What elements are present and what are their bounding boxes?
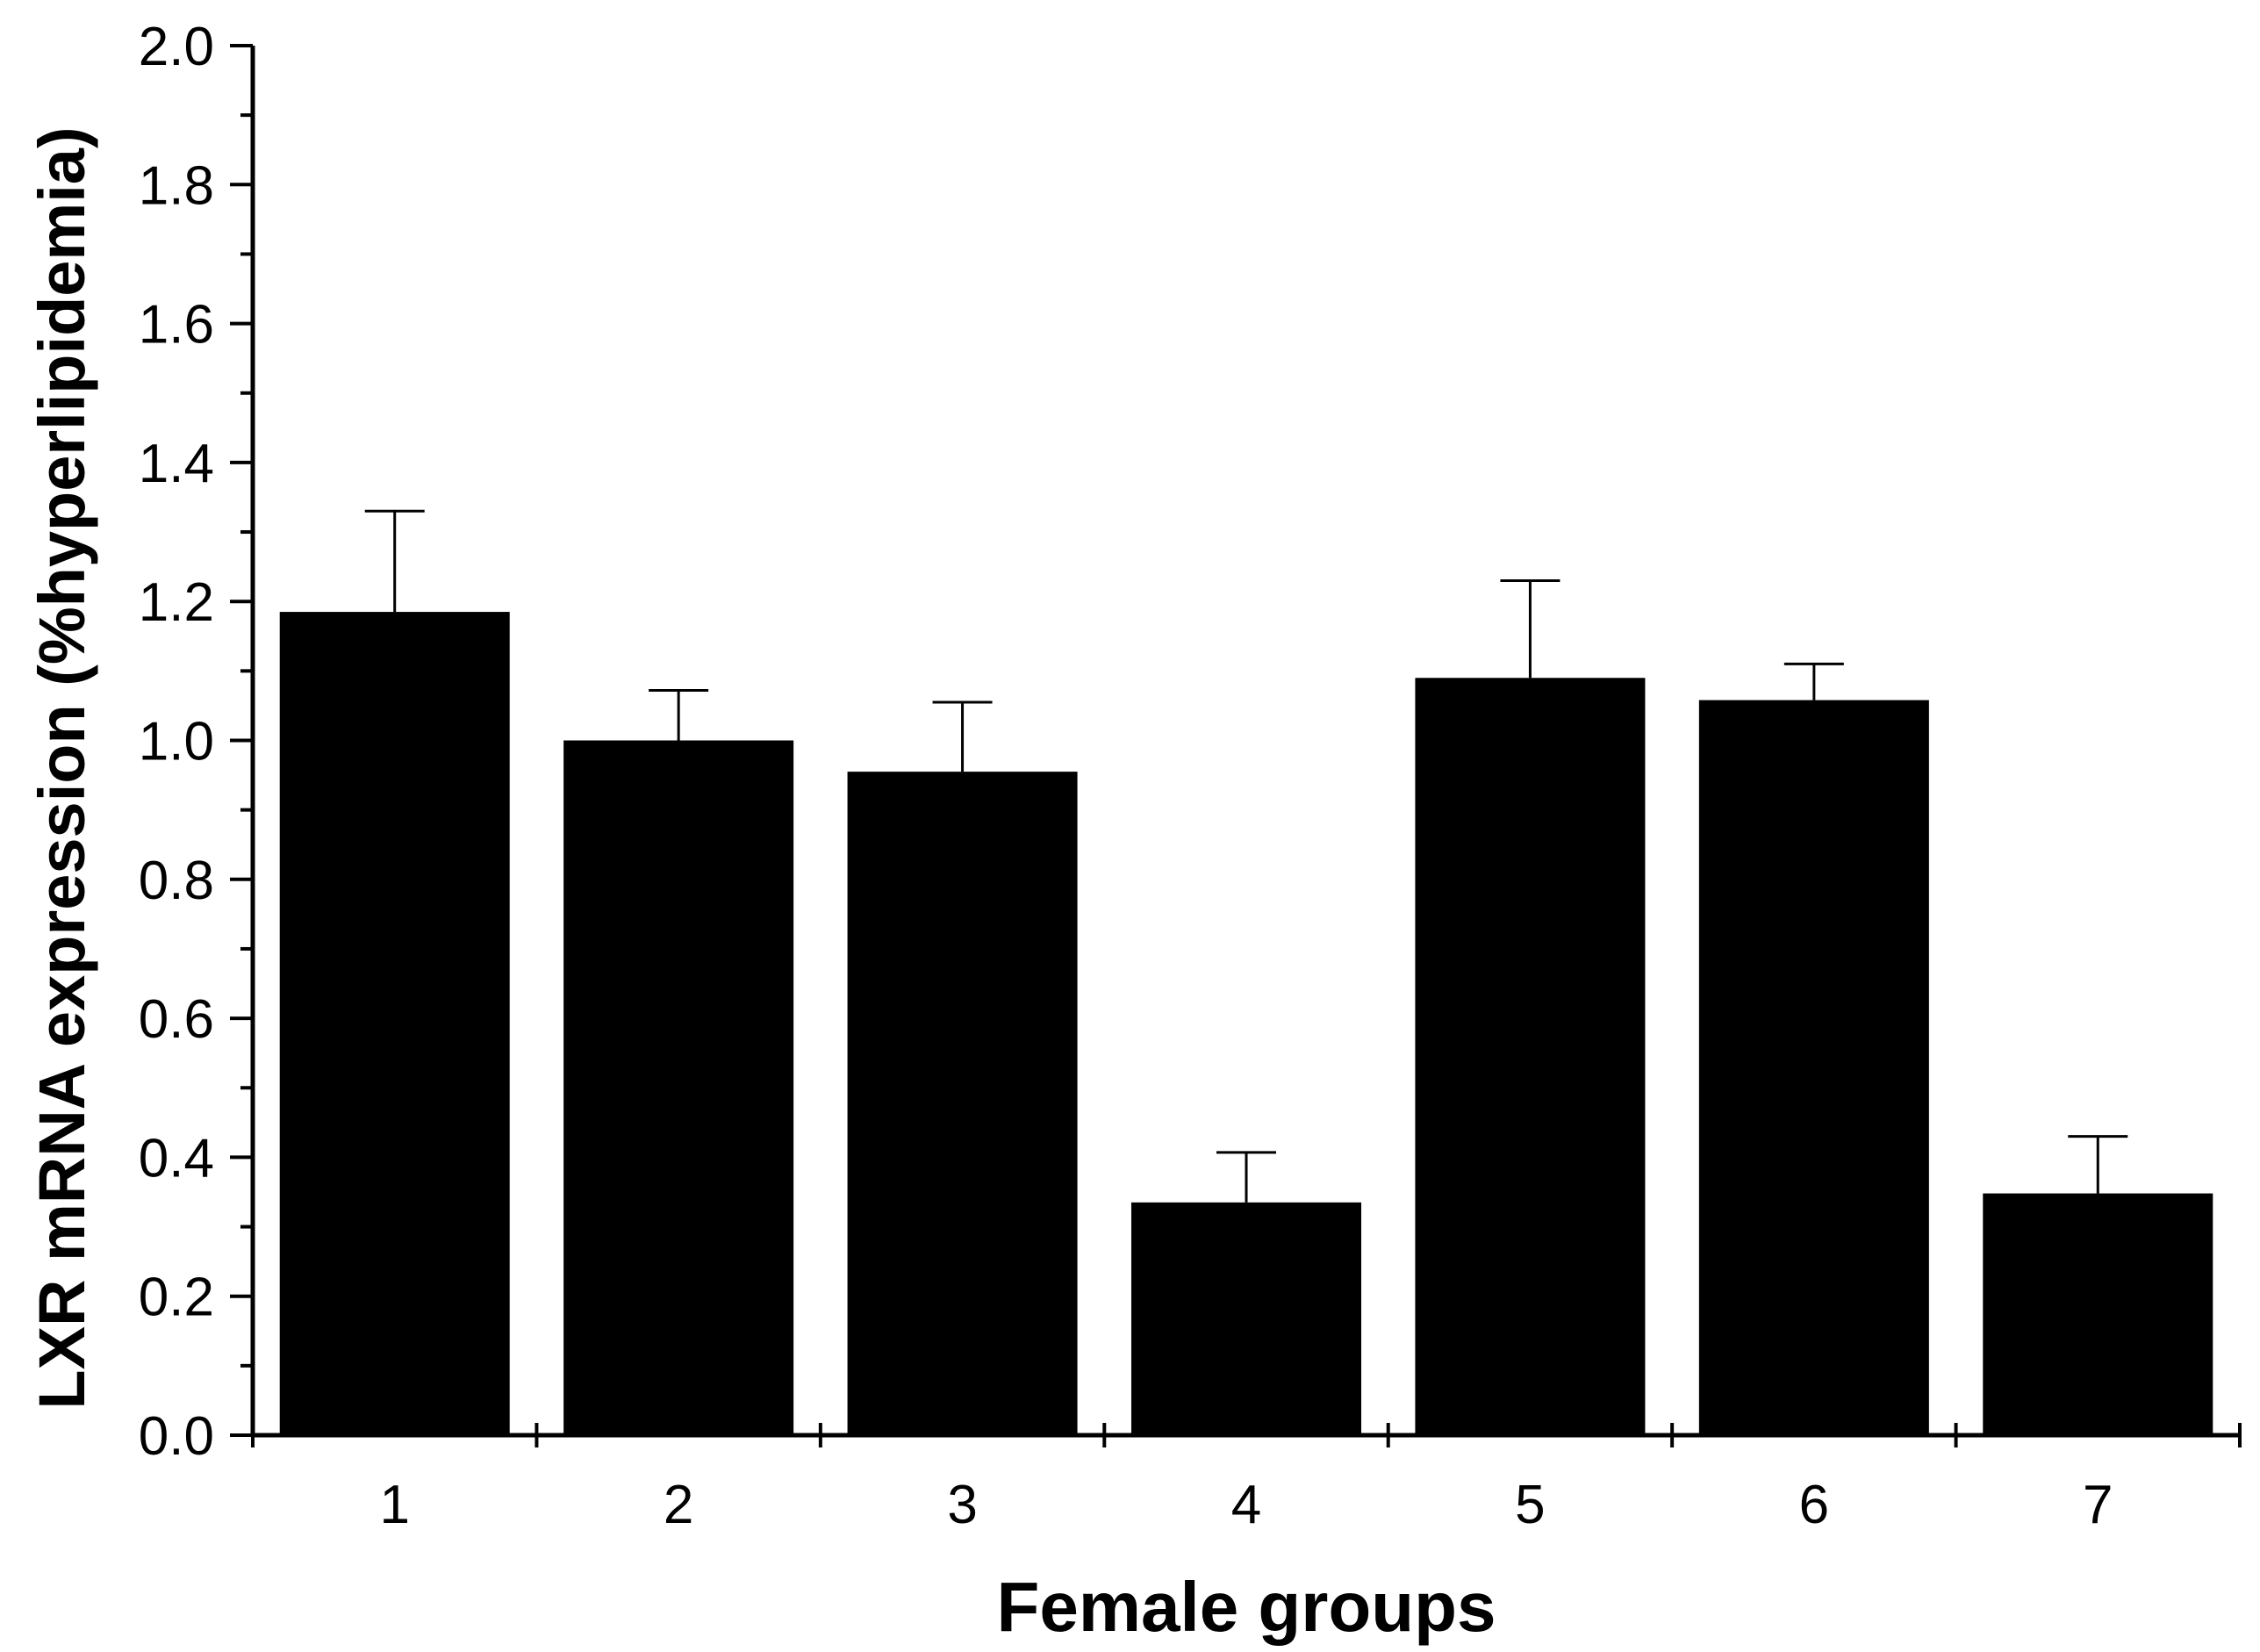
error-bar-group-7 (2068, 1135, 2128, 1194)
ticks-layer: 0.0 0.2 0.4 0.6 0.8 1.0 1.2 1.4 1.6 1.8 2.0 1 2 3 4 5 6 7 (139, 17, 2242, 1535)
bar-group-2 (563, 740, 794, 1435)
x-tick-label: 2 (664, 1475, 693, 1535)
y-tick-label: 1.4 (139, 434, 214, 494)
bar-group-7 (1983, 1193, 2213, 1435)
error-bar-group-4 (1216, 1151, 1276, 1203)
bar-group-4 (1131, 1202, 1361, 1435)
error-bar-group-6 (1783, 662, 1844, 700)
bar-group-5 (1415, 678, 1646, 1435)
y-tick-label: 1.8 (139, 155, 214, 216)
x-tick-label: 7 (2083, 1475, 2113, 1535)
x-tick-label: 3 (947, 1475, 977, 1535)
y-tick-label: 2.0 (139, 17, 214, 77)
x-tick-label: 6 (1799, 1475, 1829, 1535)
x-tick-label: 1 (379, 1475, 409, 1535)
y-tick-label: 1.6 (139, 295, 214, 356)
error-bar-group-2 (649, 689, 709, 741)
y-tick-label: 0.4 (139, 1128, 214, 1189)
y-axis-title: LXR mRNA expression (%hyperlipidemia) (25, 126, 98, 1409)
y-tick-label: 1.2 (139, 572, 214, 633)
error-bar-group-3 (932, 700, 993, 772)
error-bars-layer (364, 509, 2128, 1203)
x-tick-label: 5 (1515, 1475, 1545, 1535)
y-tick-label: 0.6 (139, 989, 214, 1050)
error-bar-group-5 (1500, 578, 1560, 679)
y-tick-label: 0.8 (139, 851, 214, 911)
y-tick-label: 1.0 (139, 712, 214, 772)
bars-layer (279, 612, 2213, 1435)
x-tick-label: 4 (1231, 1475, 1261, 1535)
y-tick-label: 0.0 (139, 1406, 214, 1467)
y-tick-label: 0.2 (139, 1268, 214, 1328)
bar-group-1 (279, 612, 510, 1435)
bar-group-3 (847, 772, 1078, 1435)
error-bar-group-1 (364, 509, 425, 613)
bar-group-6 (1698, 700, 1929, 1435)
x-axis-title: Female groups (996, 1568, 1496, 1646)
